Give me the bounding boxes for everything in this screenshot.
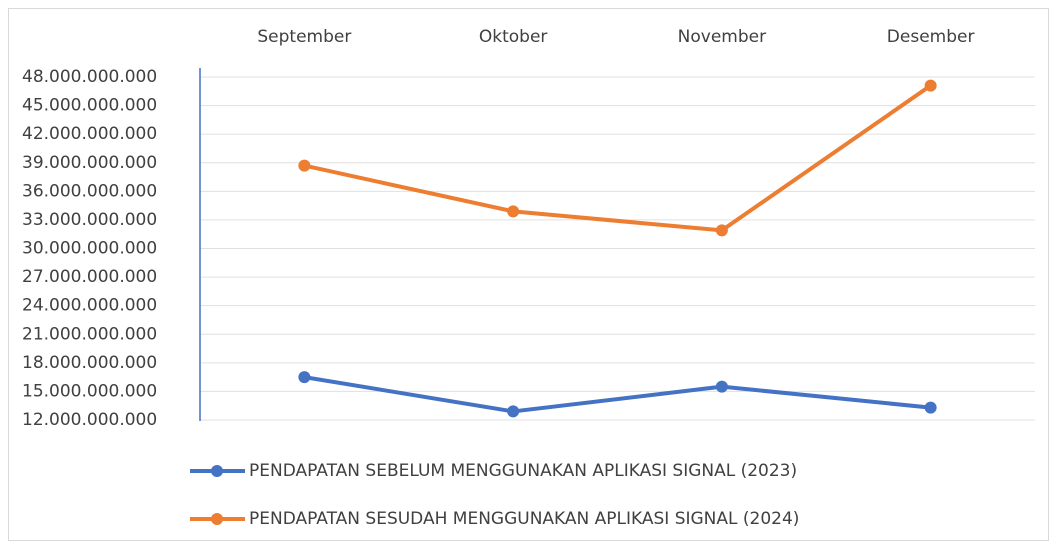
chart-border: [8, 8, 1049, 541]
series-line: [304, 375, 931, 414]
point: [715, 380, 728, 393]
point: [298, 371, 311, 384]
y-tick-label: 42.000.000.000: [22, 124, 157, 144]
y-tick-label: 21.000.000.000: [22, 324, 157, 344]
point: [507, 205, 520, 218]
point: [924, 79, 937, 92]
y-tick-label: 48.000.000.000: [22, 67, 157, 87]
legend-label: PENDAPATAN SEBELUM MENGGUNAKAN APLIKASI …: [249, 461, 797, 481]
point: [715, 224, 728, 237]
x-tick-label: Oktober: [479, 27, 548, 47]
x-tick-label: November: [678, 27, 766, 47]
y-tick-label: 36.000.000.000: [22, 181, 157, 201]
x-tick-label: September: [257, 27, 351, 47]
y-tick-label: 24.000.000.000: [22, 296, 157, 316]
y-tick-label: 30.000.000.000: [22, 239, 157, 259]
y-tick-label: 33.000.000.000: [22, 210, 157, 230]
y-tick-label: 39.000.000.000: [22, 153, 157, 173]
series-line: [303, 83, 932, 233]
point: [924, 401, 937, 414]
point: [298, 159, 311, 172]
y-tick-label: 45.000.000.000: [22, 96, 157, 116]
point: [507, 405, 520, 418]
y-tick-label: 27.000.000.000: [22, 267, 157, 287]
y-tick-label: 12.000.000.000: [22, 410, 157, 430]
legend-marker: [211, 513, 223, 525]
legend-marker: [211, 465, 223, 477]
legend-label: PENDAPATAN SESUDAH MENGGUNAKAN APLIKASI …: [249, 509, 799, 529]
y-tick-label: 18.000.000.000: [22, 353, 157, 373]
y-tick-label: 15.000.000.000: [22, 381, 157, 401]
x-tick-label: Desember: [887, 27, 975, 47]
